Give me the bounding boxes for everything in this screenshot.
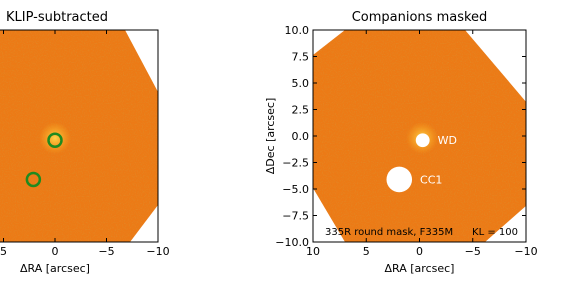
y-tick-label: 0.0 (292, 130, 310, 143)
y-tick-label: −2.5 (282, 157, 309, 170)
mask (386, 166, 413, 193)
image-left (0, 30, 158, 242)
x-tick-label: 5 (363, 245, 370, 258)
y-tick-label: 7.5 (292, 51, 310, 64)
y-tick-label: −10.0 (275, 236, 309, 249)
x-axis-label: ΔRA [arcsec] (385, 262, 455, 275)
x-tick-label: −5 (98, 245, 114, 258)
y-tick-label: 5.0 (292, 77, 310, 90)
mask-label: CC1 (420, 173, 442, 186)
y-tick-label: −5.0 (282, 183, 309, 196)
chart-title: KLIP-subtracted (6, 10, 108, 25)
chart-title: Companions masked (352, 10, 488, 25)
x-tick-label: −10 (514, 245, 537, 258)
marker (25, 171, 42, 188)
y-tick-label: 2.5 (292, 104, 310, 117)
x-tick-label: 0 (52, 245, 59, 258)
y-tick-label: 10.0 (285, 24, 310, 37)
mask-label: WD (438, 134, 457, 147)
annotation: 335R round mask, F335M (325, 227, 453, 238)
annotation: KL = 100 (472, 227, 518, 238)
x-tick-label: −10 (146, 245, 169, 258)
image-noise (0, 30, 158, 242)
x-tick-label: 10 (306, 245, 320, 258)
x-tick-label: −5 (465, 245, 481, 258)
x-tick-label: 0 (416, 245, 423, 258)
marker (47, 132, 63, 148)
x-tick-label: 5 (0, 245, 7, 258)
y-tick-label: −7.5 (282, 210, 309, 223)
x-axis-label: ΔRA [arcsec] (20, 262, 90, 275)
glow (39, 122, 71, 154)
mask (415, 133, 430, 148)
y-axis-label: ΔDec [arcsec] (264, 98, 277, 175)
